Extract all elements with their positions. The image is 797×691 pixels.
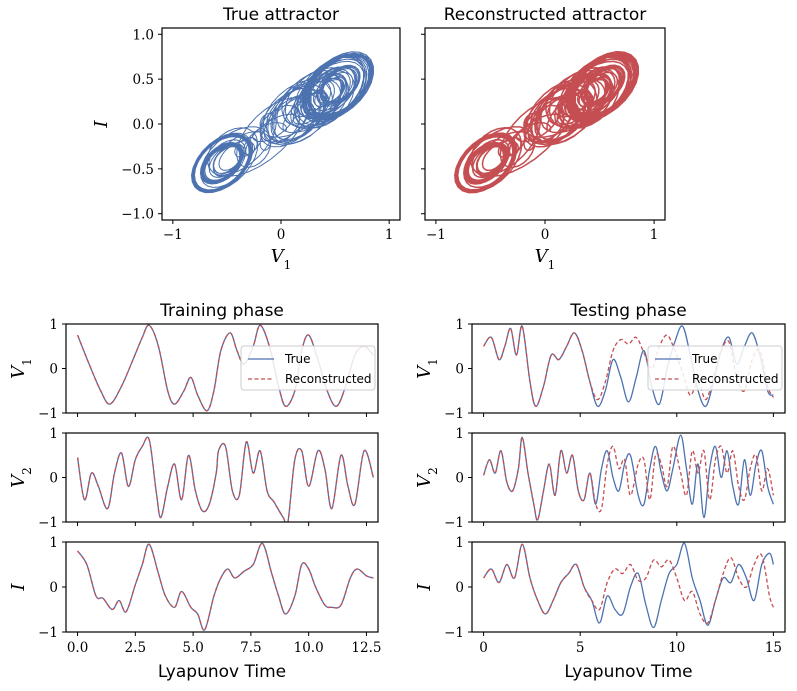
testing-phase-i-ytick-label: 1 [455,535,464,551]
testing-phase-legend-box [647,345,783,391]
training-phase-v1-ytick-label: −1 [38,406,58,422]
true-attractor-ytick-label: 0.0 [133,117,154,133]
reconstructed-attractor-trajectory [454,51,640,194]
testing-phase-xtick-label: 5 [576,640,585,656]
testing-phase-v2-ytick-label: 0 [455,471,464,487]
testing-phase-xtick-label: 0 [479,640,488,656]
testing-phase-i-true-line [483,542,775,629]
training-phase-v2-true-line [76,436,375,522]
true-attractor-xlabel: V1 [271,246,292,272]
training-phase-xtick-label: 10.0 [294,640,324,656]
training-phase-v2-ytick-label: −1 [38,515,58,531]
training-phase-v2-reconstructed-line [76,436,375,522]
testing-phase-v1-ytick-label: 0 [455,362,464,378]
training-phase-i-ytick-label: 1 [49,535,58,551]
true-attractor-xtick-label: 0 [277,227,286,243]
training-phase-xlabel: Lyapunov Time [158,662,286,682]
training-phase-i-ytick-label: −1 [38,625,58,641]
testing-phase-v2-ylabel: V2 [414,467,440,488]
testing-phase-v2-true-line [482,434,775,521]
training-phase-v1-ytick-label: 1 [49,317,58,333]
reconstructed-attractor-title: Reconstructed attractor [444,5,647,25]
testing-phase-i-ytick-label: −1 [444,625,464,641]
training-phase-legend-box [240,345,376,391]
testing-phase-v2-reconstructed-line [482,436,775,521]
testing-phase-xtick-label: 15 [765,640,782,656]
testing-phase-v1-ytick-label: −1 [444,406,464,422]
true-attractor-xtick-label: −1 [163,227,183,243]
true-attractor-ytick-label: 1.0 [133,27,154,43]
reconstructed-attractor-xtick-label: 0 [541,227,550,243]
true-attractor-trajectory [190,51,375,194]
testing-phase-title: Testing phase [569,301,686,321]
training-phase-i-reconstructed-line [77,542,374,631]
training-phase-xtick-label: 5.0 [182,640,203,656]
true-attractor-title: True attractor [222,5,339,25]
true-attractor-xtick-label: 1 [385,227,394,243]
training-phase-i-frame [65,541,379,633]
training-phase-xtick-label: 12.5 [351,640,381,656]
training-phase-v2-ytick-label: 0 [49,471,58,487]
training-phase-legend-true-label: True [284,352,311,366]
training-phase-i-true-line [77,542,374,631]
training-phase-v2-ylabel: V2 [8,467,34,488]
training-phase-xtick-label: 2.5 [125,640,146,656]
testing-phase-legend-reconstructed-label: Reconstructed [692,372,779,386]
testing-phase-v1-ytick-label: 1 [455,317,464,333]
reconstructed-attractor-xtick-label: −1 [426,227,446,243]
true-attractor-ytick-label: −1.0 [121,207,154,223]
training-phase-i-ylabel: I [8,583,29,592]
training-phase-v1-ytick-label: 0 [49,362,58,378]
training-phase-title: Training phase [159,301,284,321]
testing-phase-v1-ylabel: V1 [414,358,440,379]
testing-phase-v2-ytick-label: −1 [444,515,464,531]
reconstructed-attractor-xtick-label: 1 [650,227,659,243]
training-phase-xtick-label: 0.0 [67,640,88,656]
testing-phase-i-ytick-label: 0 [455,580,464,596]
testing-phase-i-reconstructed-line [483,543,775,625]
true-attractor-ytick-label: 0.5 [133,72,154,88]
testing-phase-v1-true-line [483,325,774,408]
true-attractor-ytick-label: −0.5 [121,162,154,178]
testing-phase-i-ylabel: I [414,583,435,592]
reconstructed-attractor-xlabel: V1 [535,246,556,272]
true-attractor-ylabel: I [91,120,112,129]
training-phase-v1-ylabel: V1 [8,358,34,379]
training-phase-legend-reconstructed-label: Reconstructed [285,372,372,386]
testing-phase-xlabel: Lyapunov Time [564,662,692,682]
testing-phase-xtick-label: 10 [668,640,685,656]
training-phase-v2-ytick-label: 1 [49,426,58,442]
training-phase-xtick-label: 7.5 [240,640,261,656]
testing-phase-legend-true-label: True [691,352,718,366]
training-phase-i-ytick-label: 0 [49,580,58,596]
testing-phase-v2-frame [471,432,786,523]
testing-phase-v1-reconstructed-line [483,325,774,407]
training-phase-v1-reconstructed-line [76,324,374,412]
testing-phase-v2-ytick-label: 1 [455,426,464,442]
